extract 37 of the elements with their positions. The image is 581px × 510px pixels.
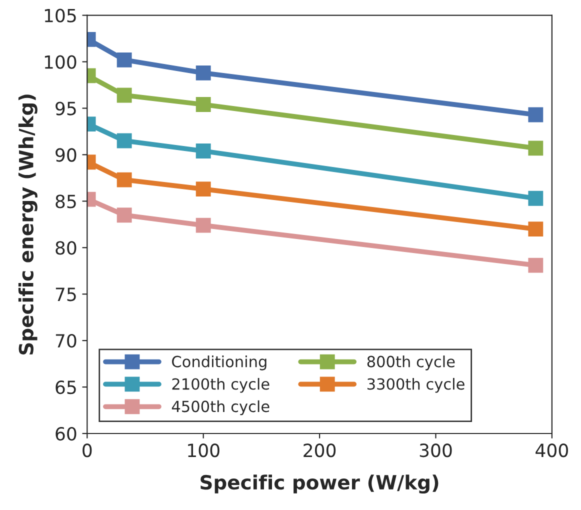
- point: [528, 190, 544, 206]
- point: [528, 222, 544, 237]
- y-tick-label: 75: [56, 288, 76, 302]
- y-tick-label: 70: [56, 334, 76, 348]
- x-tick-label: 100: [188, 444, 220, 458]
- x-axis-title: Specific power (W/kg): [200, 474, 438, 494]
- y-axis-title: Specific energy (Wh/kg): [18, 94, 38, 354]
- point: [116, 172, 132, 188]
- legend-label: Conditioning: [172, 356, 266, 370]
- x-tick-label: 400: [536, 444, 568, 458]
- point: [528, 107, 544, 122]
- point: [116, 133, 132, 148]
- y-tick-label: 100: [44, 55, 76, 69]
- legend-label: 3300th cycle: [367, 378, 464, 393]
- point: [196, 182, 211, 197]
- legend-label: 4500th cycle: [172, 400, 270, 416]
- point: [196, 218, 211, 233]
- point: [196, 65, 211, 80]
- point: [196, 144, 211, 158]
- point: [528, 140, 544, 156]
- x-tick-label: 0: [82, 444, 92, 458]
- point: [528, 258, 544, 273]
- point: [116, 52, 132, 68]
- point: [196, 97, 211, 112]
- legend-label: 2100th cycle: [172, 378, 270, 393]
- y-tick-label: 90: [56, 148, 76, 162]
- point: [116, 88, 132, 103]
- x-tick-label: 200: [304, 444, 336, 458]
- y-tick-label: 105: [44, 8, 76, 22]
- y-tick-label: 85: [56, 194, 76, 208]
- x-tick-label: 300: [420, 444, 452, 458]
- y-tick-label: 95: [56, 102, 76, 116]
- point: [116, 208, 132, 223]
- y-tick-label: 80: [56, 241, 76, 255]
- y-tick-label: 65: [56, 380, 76, 394]
- y-tick-label: 60: [56, 426, 76, 441]
- legend-label: 800th cycle: [367, 356, 455, 370]
